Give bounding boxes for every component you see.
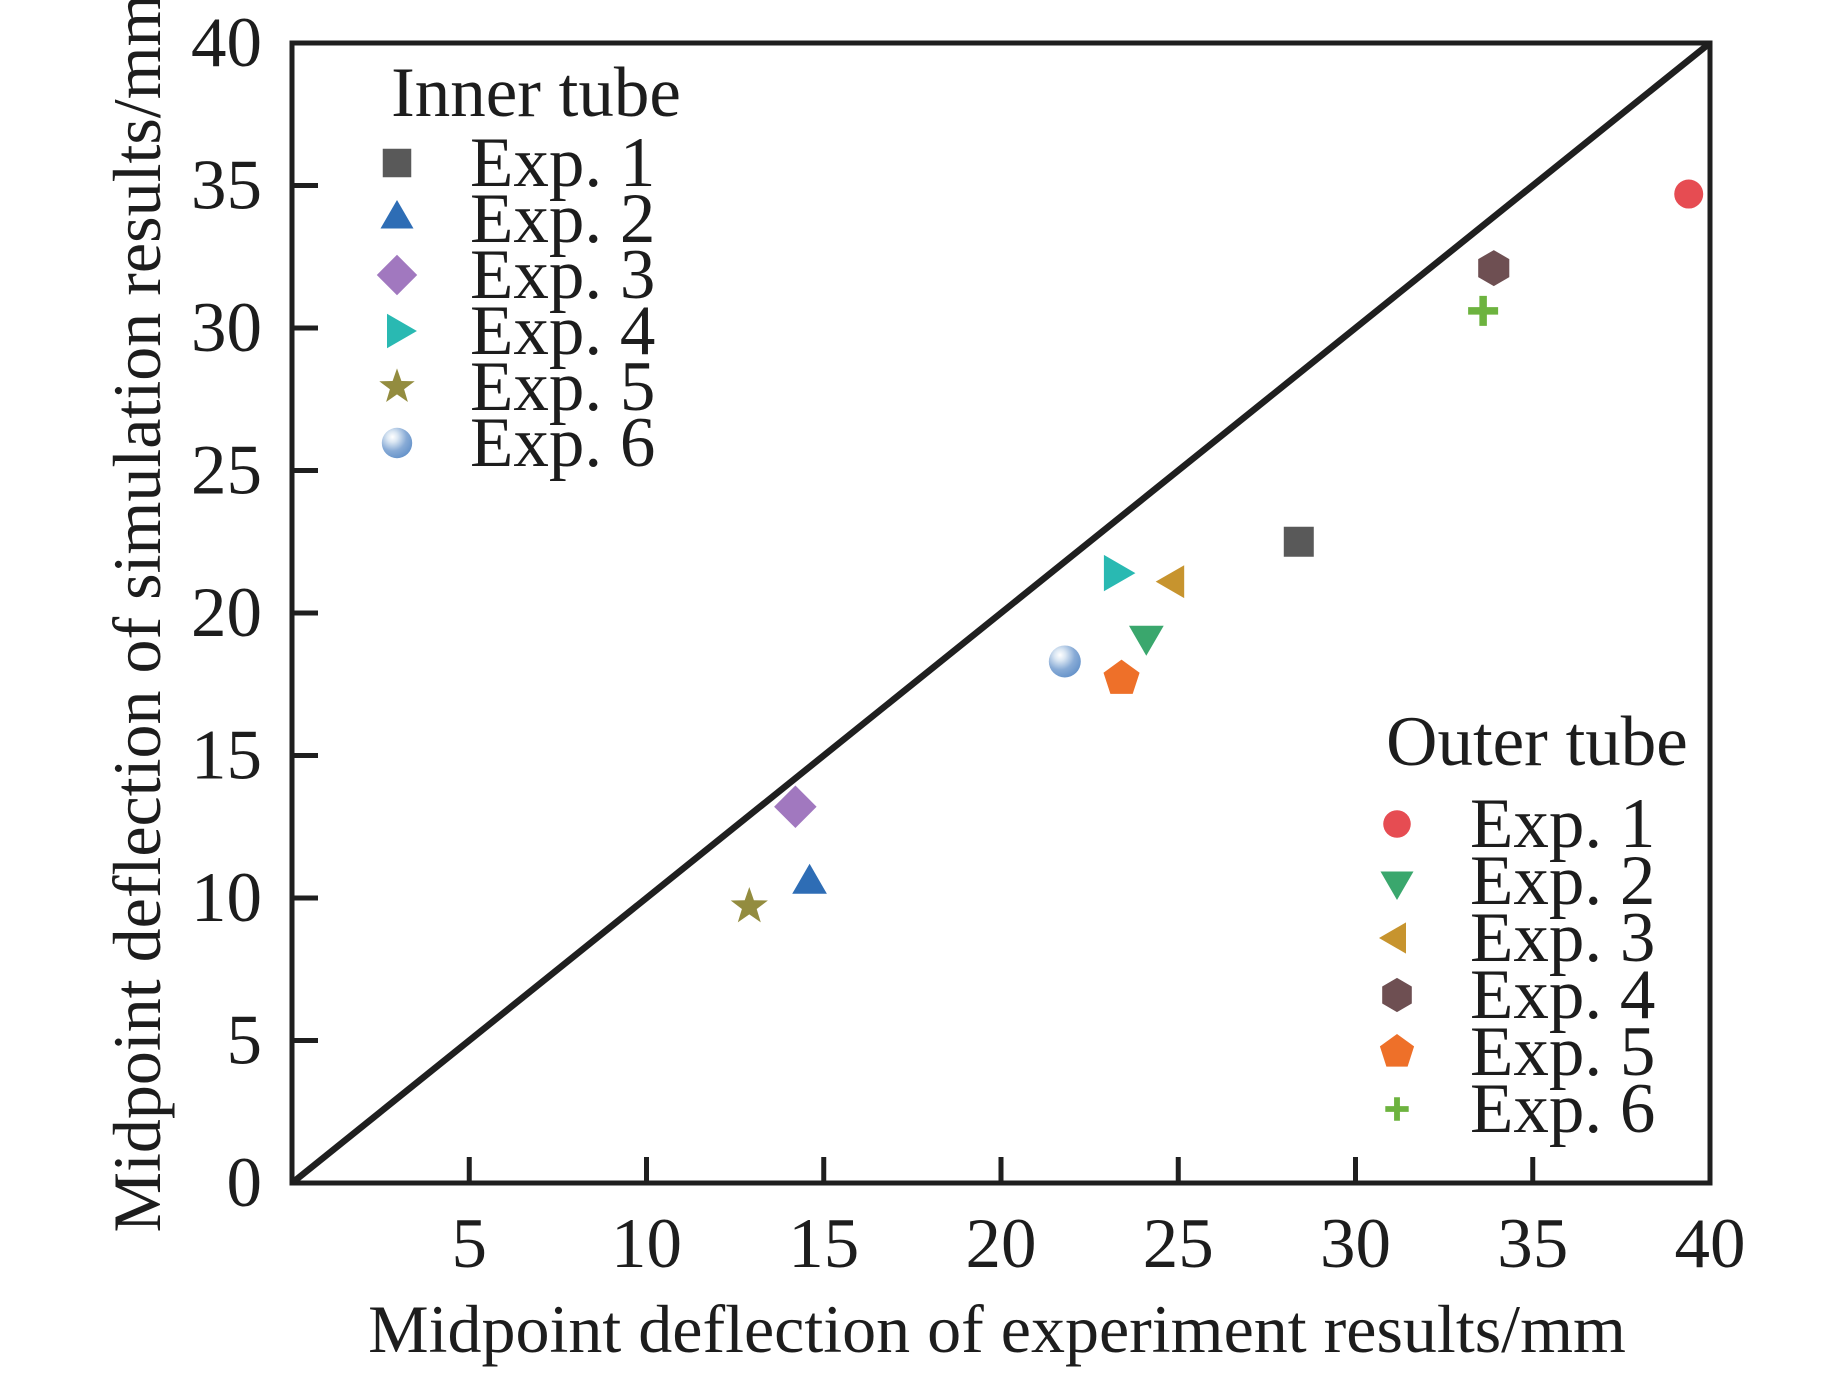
point-inner-tube-exp-2 (792, 863, 827, 894)
legend-marker-inner-tube-exp-2 (380, 200, 414, 229)
legend-label-inner-tube-exp-2: Exp. 2 (470, 180, 655, 258)
y-tick-label-0: 0 (227, 1144, 263, 1222)
y-tick-label-10: 10 (191, 859, 262, 937)
x-tick-label-35: 35 (1497, 1205, 1568, 1283)
legend-label-inner-tube-exp-4: Exp. 4 (470, 292, 655, 370)
inner-legend-title: Inner tube (391, 54, 681, 132)
legend-marker-outer-tube-exp-3 (1379, 922, 1406, 954)
y-tick-label-25: 25 (191, 432, 262, 510)
x-tick-label-40: 40 (1675, 1205, 1746, 1283)
legend-label-outer-tube-exp-1: Exp. 1 (1470, 785, 1655, 863)
legend-label-outer-tube-exp-4: Exp. 4 (1470, 956, 1655, 1034)
legend-marker-outer-tube-exp-1 (1383, 810, 1411, 838)
legend-label-inner-tube-exp-5: Exp. 5 (470, 348, 655, 426)
axis-ticks (292, 183, 1536, 1183)
legend-marker-inner-tube-exp-3 (376, 254, 418, 296)
point-outer-tube-exp-3 (1155, 565, 1185, 599)
legend-label-outer-tube-exp-3: Exp. 3 (1470, 899, 1655, 977)
legend-label-outer-tube-exp-2: Exp. 2 (1470, 842, 1655, 920)
point-outer-tube-exp-4 (1478, 250, 1510, 287)
x-axis-title: Midpoint deflection of experiment result… (368, 1291, 1626, 1367)
identity-line (289, 40, 1713, 1186)
point-outer-tube-exp-5 (1103, 659, 1140, 694)
axis-tick-labels: 5 10 15 20 25 30 35 40 0 5 10 15 20 25 30 35 40 (191, 4, 1746, 1283)
legend-marker-inner-tube-exp-4 (387, 313, 417, 349)
point-inner-tube-exp-4 (1103, 554, 1136, 592)
point-outer-tube-exp-6 (1468, 295, 1499, 326)
point-outer-tube-exp-2 (1129, 625, 1164, 656)
y-tick-label-15: 15 (191, 717, 262, 795)
outer-legend-title: Outer tube (1386, 703, 1688, 781)
legend-marker-inner-tube-exp-1 (382, 148, 412, 178)
point-inner-tube-exp-5 (730, 887, 768, 923)
x-tick-label-10: 10 (611, 1205, 682, 1283)
legend-label-outer-tube-exp-6: Exp. 6 (1470, 1070, 1655, 1148)
legend-marker-outer-tube-exp-6 (1385, 1097, 1409, 1121)
point-inner-tube-exp-1 (1283, 526, 1314, 557)
y-tick-label-30: 30 (191, 289, 262, 367)
point-inner-tube-exp-3 (774, 785, 817, 828)
y-tick-label-5: 5 (227, 1002, 263, 1080)
x-tick-label-30: 30 (1320, 1205, 1391, 1283)
point-inner-tube-exp-6 (1048, 645, 1081, 678)
legend-marker-outer-tube-exp-4 (1382, 977, 1412, 1013)
legend-marker-outer-tube-exp-5 (1379, 1034, 1415, 1067)
point-outer-tube-exp-1 (1674, 179, 1704, 209)
x-tick-label-5: 5 (452, 1205, 488, 1283)
y-tick-label-20: 20 (191, 574, 262, 652)
x-tick-label-15: 15 (788, 1205, 859, 1283)
legend-label-inner-tube-exp-3: Exp. 3 (470, 236, 655, 314)
legend-marker-inner-tube-exp-6 (381, 427, 413, 459)
identity-line (289, 40, 1713, 1186)
legend-label-inner-tube-exp-6: Exp. 6 (470, 404, 655, 482)
y-tick-label-35: 35 (191, 147, 262, 225)
legend-label-inner-tube-exp-1: Exp. 1 (470, 124, 655, 202)
x-tick-label-25: 25 (1143, 1205, 1214, 1283)
y-axis-title: Midpoint deflection of simulation result… (99, 0, 175, 1232)
x-tick-label-20: 20 (966, 1205, 1037, 1283)
legend-marker-outer-tube-exp-2 (1380, 871, 1414, 900)
legend-marker-inner-tube-exp-5 (379, 368, 415, 402)
data-points (730, 179, 1704, 923)
legend-label-outer-tube-exp-5: Exp. 5 (1470, 1013, 1655, 1091)
y-tick-label-40: 40 (191, 4, 262, 82)
